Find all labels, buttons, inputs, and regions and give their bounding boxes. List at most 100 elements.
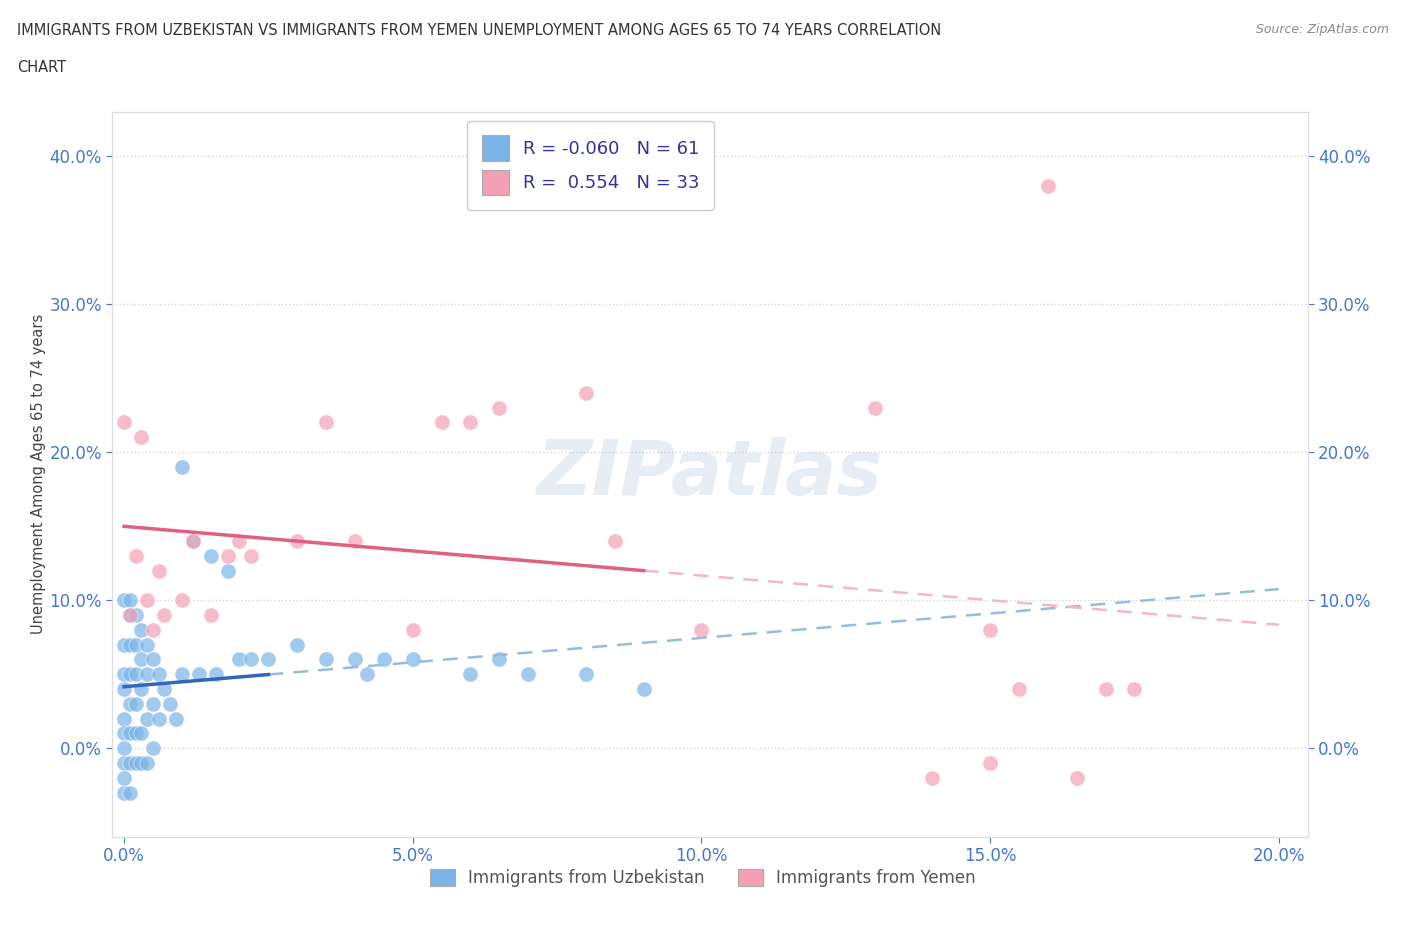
Text: IMMIGRANTS FROM UZBEKISTAN VS IMMIGRANTS FROM YEMEN UNEMPLOYMENT AMONG AGES 65 T: IMMIGRANTS FROM UZBEKISTAN VS IMMIGRANTS… xyxy=(17,23,941,38)
Point xyxy=(124,607,146,622)
Point xyxy=(921,770,943,785)
Point xyxy=(136,711,159,726)
Point xyxy=(1094,682,1116,697)
Point xyxy=(112,682,135,697)
Point xyxy=(343,652,366,667)
Point xyxy=(240,652,263,667)
Point xyxy=(181,534,204,549)
Point xyxy=(1123,682,1146,697)
Point xyxy=(118,697,141,711)
Point xyxy=(112,592,135,607)
Point xyxy=(131,430,153,445)
Point xyxy=(690,622,713,637)
Point xyxy=(118,607,141,622)
Point xyxy=(285,534,308,549)
Point xyxy=(118,726,141,741)
Point xyxy=(170,459,193,474)
Point xyxy=(1066,770,1088,785)
Point xyxy=(979,622,1001,637)
Point xyxy=(131,755,153,770)
Point xyxy=(1036,179,1059,193)
Point xyxy=(285,637,308,652)
Point xyxy=(112,770,135,785)
Point xyxy=(112,667,135,682)
Point xyxy=(148,563,170,578)
Legend: R = -0.060   N = 61, R =  0.554   N = 33: R = -0.060 N = 61, R = 0.554 N = 33 xyxy=(467,121,714,209)
Point xyxy=(118,592,141,607)
Point xyxy=(165,711,187,726)
Point xyxy=(118,785,141,800)
Point xyxy=(240,549,263,564)
Point xyxy=(136,592,159,607)
Point xyxy=(124,726,146,741)
Point xyxy=(131,652,153,667)
Point xyxy=(112,711,135,726)
Point xyxy=(575,385,598,400)
Legend: Immigrants from Uzbekistan, Immigrants from Yemen: Immigrants from Uzbekistan, Immigrants f… xyxy=(423,862,983,894)
Point xyxy=(142,652,165,667)
Point xyxy=(131,682,153,697)
Point xyxy=(142,697,165,711)
Point xyxy=(112,415,135,430)
Point xyxy=(118,607,141,622)
Point xyxy=(153,682,176,697)
Text: ZIPatlas: ZIPatlas xyxy=(537,437,883,512)
Point xyxy=(136,755,159,770)
Point xyxy=(148,667,170,682)
Point xyxy=(488,400,510,415)
Point xyxy=(488,652,510,667)
Point xyxy=(112,637,135,652)
Point xyxy=(131,622,153,637)
Point xyxy=(402,622,425,637)
Point xyxy=(460,415,482,430)
Point xyxy=(205,667,228,682)
Point xyxy=(112,740,135,755)
Y-axis label: Unemployment Among Ages 65 to 74 years: Unemployment Among Ages 65 to 74 years xyxy=(31,314,46,634)
Point xyxy=(257,652,280,667)
Point xyxy=(200,549,222,564)
Point xyxy=(124,667,146,682)
Text: Source: ZipAtlas.com: Source: ZipAtlas.com xyxy=(1256,23,1389,36)
Point xyxy=(112,785,135,800)
Point xyxy=(430,415,453,430)
Point xyxy=(142,622,165,637)
Point xyxy=(979,755,1001,770)
Point xyxy=(863,400,886,415)
Point xyxy=(124,549,146,564)
Point xyxy=(142,740,165,755)
Text: CHART: CHART xyxy=(17,60,66,75)
Point xyxy=(136,667,159,682)
Point xyxy=(200,607,222,622)
Point xyxy=(118,755,141,770)
Point xyxy=(228,534,250,549)
Point xyxy=(217,549,239,564)
Point xyxy=(633,682,655,697)
Point xyxy=(460,667,482,682)
Point xyxy=(315,652,337,667)
Point xyxy=(124,755,146,770)
Point xyxy=(575,667,598,682)
Point xyxy=(136,637,159,652)
Point xyxy=(1008,682,1031,697)
Point xyxy=(159,697,181,711)
Point xyxy=(112,755,135,770)
Point xyxy=(118,667,141,682)
Point xyxy=(356,667,378,682)
Point xyxy=(170,667,193,682)
Point xyxy=(603,534,626,549)
Point xyxy=(118,637,141,652)
Point xyxy=(153,607,176,622)
Point xyxy=(517,667,540,682)
Point xyxy=(402,652,425,667)
Point xyxy=(131,726,153,741)
Point xyxy=(124,697,146,711)
Point xyxy=(170,592,193,607)
Point xyxy=(343,534,366,549)
Point xyxy=(373,652,395,667)
Point xyxy=(112,726,135,741)
Point xyxy=(181,534,204,549)
Point xyxy=(148,711,170,726)
Point xyxy=(217,563,239,578)
Point xyxy=(188,667,211,682)
Point xyxy=(228,652,250,667)
